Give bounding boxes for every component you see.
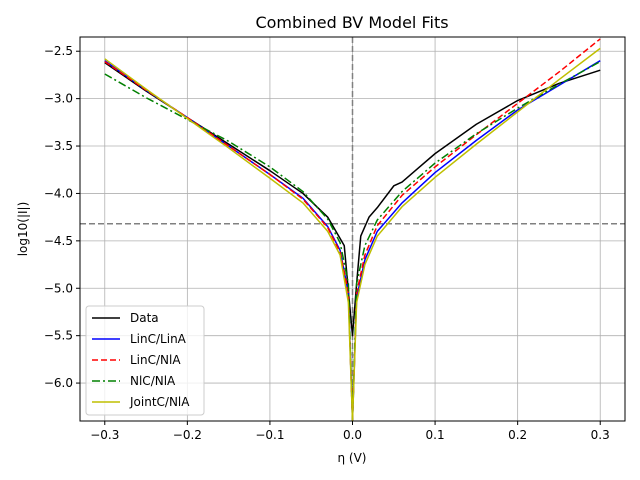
y-axis-ticks: −6.0 −5.5 −5.0 −4.5 −4.0 −3.5 −3.0 −2.5 bbox=[44, 44, 80, 390]
x-axis-ticks: −0.3 −0.2 −0.1 0.0 0.1 0.2 0.3 bbox=[90, 421, 610, 442]
y-tick-label: −3.5 bbox=[44, 139, 73, 153]
legend: Data LinC/LinA LinC/NlA NlC/NlA JointC/NlA bbox=[85, 305, 205, 416]
chart-title: Combined BV Model Fits bbox=[255, 13, 448, 32]
series-line-4 bbox=[104, 47, 601, 421]
x-tick-label: 0.0 bbox=[343, 428, 362, 442]
legend-label-4: JointC/NlA bbox=[129, 395, 190, 409]
y-tick-label: −5.5 bbox=[44, 329, 73, 343]
y-tick-label: −3.0 bbox=[44, 92, 73, 106]
legend-box bbox=[85, 305, 205, 416]
y-tick-label: −4.0 bbox=[44, 186, 73, 200]
y-tick-label: −5.0 bbox=[44, 281, 73, 295]
x-tick-label: −0.3 bbox=[90, 428, 119, 442]
y-tick-label: −2.5 bbox=[44, 44, 73, 58]
legend-label-3: NlC/NlA bbox=[130, 374, 176, 388]
legend-label-2: LinC/NlA bbox=[130, 353, 181, 367]
y-axis-label: log10(|I|) bbox=[16, 202, 30, 257]
legend-label-1: LinC/LinA bbox=[130, 332, 187, 346]
x-axis-label: η (V) bbox=[338, 451, 367, 465]
series-line-0 bbox=[104, 61, 601, 337]
x-tick-label: −0.1 bbox=[255, 428, 284, 442]
x-tick-label: 0.1 bbox=[426, 428, 445, 442]
y-tick-label: −6.0 bbox=[44, 376, 73, 390]
series-line-2 bbox=[104, 38, 601, 421]
x-tick-label: 0.3 bbox=[591, 428, 610, 442]
x-tick-label: 0.2 bbox=[508, 428, 527, 442]
x-tick-label: −0.2 bbox=[173, 428, 202, 442]
legend-label-0: Data bbox=[130, 311, 159, 325]
series-lines bbox=[104, 38, 601, 421]
y-tick-label: −4.5 bbox=[44, 234, 73, 248]
reference-lines bbox=[80, 37, 625, 421]
